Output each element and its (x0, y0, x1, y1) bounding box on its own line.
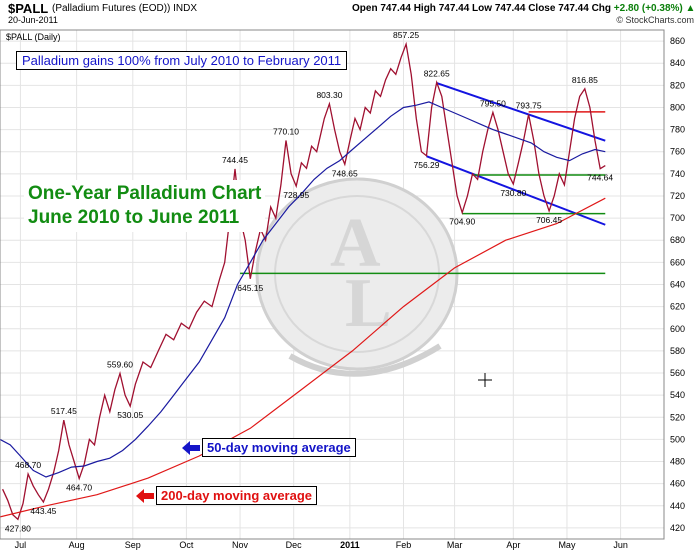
y-axis: 420 440 460 480 500 520 540 560 580 600 620 640 660 6… (670, 36, 685, 533)
y-tick-label: 720 (670, 191, 685, 201)
x-month-label: Apr (506, 540, 520, 550)
y-tick-label: 620 (670, 302, 685, 312)
y-tick-label: 860 (670, 36, 685, 46)
y-tick-label: 420 (670, 523, 685, 533)
x-axis: Jul Aug Sep Oct Nov Dec 2011 Feb Mar Apr May Jun (15, 540, 628, 550)
palladium-chart: A L 427.80 468.70 443.45 517.45 464.70 559.60… (0, 29, 685, 550)
price-data-label: 770.10 (273, 127, 299, 137)
price-data-label: 822.65 (424, 68, 450, 78)
ohlc-readout: Open 747.44 High 747.44 Low 747.44 Close… (352, 3, 695, 14)
price-data-label: 468.70 (15, 460, 41, 470)
x-month-label: Jul (15, 540, 27, 550)
symbol-description: (Palladium Futures (EOD)) INDX (52, 3, 198, 14)
chart-main-title-line2: June 2010 to June 2011 (28, 207, 240, 228)
price-data-label: 816.85 (572, 75, 598, 85)
change-readout: +2.80 (+0.38%) ▲ (613, 3, 696, 14)
y-tick-label: 480 (670, 457, 685, 467)
x-month-label: Sep (125, 540, 141, 550)
gain-annotation-box: Palladium gains 100% from July 2010 to F… (16, 51, 348, 70)
price-data-label: 793.75 (516, 100, 542, 110)
y-tick-label: 640 (670, 280, 685, 290)
series-50-day-moving-average (0, 101, 606, 478)
price-data-label: 530.05 (117, 410, 143, 420)
price-data-label: 744.64 (587, 173, 613, 183)
price-data-label: 744.45 (222, 155, 248, 165)
y-tick-label: 600 (670, 324, 685, 334)
x-month-label: Mar (447, 540, 463, 550)
chart-inset-label: $PALL (Daily) (6, 32, 61, 42)
price-data-label: 645.15 (237, 283, 263, 293)
x-month-label: Nov (232, 540, 249, 550)
price-data-label: 517.45 (51, 406, 77, 416)
y-tick-label: 740 (670, 169, 685, 179)
x-month-label: Oct (179, 540, 194, 550)
y-tick-label: 660 (670, 257, 685, 267)
x-month-label: Feb (396, 540, 412, 550)
ma50-label: 50-day moving average (202, 438, 356, 457)
y-tick-label: 700 (670, 213, 685, 223)
ma200-label: 200-day moving average (156, 486, 318, 505)
y-tick-label: 560 (670, 368, 685, 378)
x-month-label: 2011 (340, 540, 360, 550)
chart-header: $PALL (Palladium Futures (EOD)) INDX 20-… (0, 0, 700, 26)
price-data-label: 559.60 (107, 359, 133, 369)
x-month-label: Jun (613, 540, 628, 550)
y-tick-label: 540 (670, 390, 685, 400)
y-tick-label: 680 (670, 235, 685, 245)
price-data-label: 756.29 (413, 160, 439, 170)
y-tick-label: 760 (670, 147, 685, 157)
y-tick-label: 580 (670, 346, 685, 356)
ma50-arrow-icon (182, 441, 200, 455)
series-200-day-moving-average (0, 197, 606, 518)
chart-date: 20-Jun-2011 (8, 15, 58, 25)
x-month-label: Dec (286, 540, 303, 550)
y-tick-label: 500 (670, 434, 685, 444)
price-data-label: 464.70 (66, 482, 92, 492)
x-month-label: Aug (69, 540, 85, 550)
svg-text:L: L (345, 265, 392, 342)
symbol-title: $PALL (8, 1, 49, 16)
series-price (2, 41, 606, 521)
price-data-label: 427.80 (5, 523, 31, 533)
price-data-label: 857.25 (393, 30, 419, 40)
crosshair-cursor (478, 373, 492, 387)
price-data-label: 730.80 (500, 188, 526, 198)
price-data-label: 748.65 (332, 168, 358, 178)
x-month-label: May (558, 540, 576, 550)
y-tick-label: 520 (670, 412, 685, 422)
price-data-label: 706.45 (536, 215, 562, 225)
chart-main-title: One-Year Palladium Chart June 2010 to Ju… (24, 180, 266, 232)
price-data-label: 803.30 (316, 90, 342, 100)
y-tick-label: 840 (670, 58, 685, 68)
price-data-label: 795.50 (480, 98, 506, 108)
y-tick-label: 440 (670, 501, 685, 511)
y-tick-label: 820 (670, 80, 685, 90)
ohlc-values: Open 747.44 High 747.44 Low 747.44 Close… (352, 3, 612, 14)
plot-frame (0, 29, 665, 540)
svg-text:A: A (330, 205, 381, 282)
ma200-arrow-icon (136, 489, 154, 503)
y-tick-label: 780 (670, 125, 685, 135)
price-data-label: 704.90 (449, 217, 475, 227)
price-data-label: 728.95 (283, 190, 309, 200)
trendline-upper-channel (436, 82, 606, 142)
data-labels: 427.80 468.70 443.45 517.45 464.70 559.60 530.… (5, 30, 614, 533)
y-tick-label: 460 (670, 479, 685, 489)
price-data-label: 443.45 (30, 506, 56, 516)
price-series (0, 41, 606, 521)
stockcharts-brand: © StockCharts.com (616, 15, 694, 25)
chart-main-title-line1: One-Year Palladium Chart (28, 183, 262, 204)
y-tick-label: 800 (670, 102, 685, 112)
